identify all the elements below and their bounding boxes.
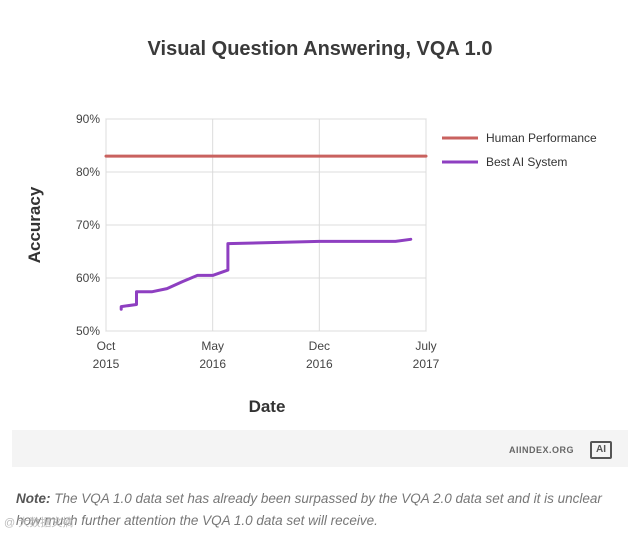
x-tick-label: Dec [309, 339, 330, 353]
x-tick-year-label: 2016 [306, 357, 333, 371]
x-tick-label: Oct [97, 339, 116, 353]
watermark-text: @ 大数据文摘 [4, 517, 74, 529]
y-axis-title: Accuracy [25, 186, 44, 263]
x-tick-year-label: 2015 [93, 357, 120, 371]
x-tick-year-label: 2016 [199, 357, 226, 371]
grid-layer [105, 118, 427, 332]
line-chart: 50% 60% 70% 80% 90% Oct 2015 May 2016 Dec 2016 July… [25, 112, 597, 416]
legend-label: Human Performance [486, 131, 597, 145]
note-label: Note: [16, 491, 51, 506]
y-tick-label: 90% [76, 112, 100, 126]
aiindex-logo: AI [590, 441, 612, 459]
note-text: The VQA 1.0 data set has already been su… [16, 491, 602, 528]
legend: Human Performance Best AI System [442, 131, 597, 169]
y-tick-label: 70% [76, 218, 100, 232]
plot-panel: Visual Question Answering, VQA 1.0 50% 60… [12, 12, 628, 430]
y-tick-label: 80% [76, 165, 100, 179]
y-tick-label: 60% [76, 271, 100, 285]
x-axis-title: Date [249, 397, 286, 416]
footnote: Note: The VQA 1.0 data set has already b… [16, 488, 616, 532]
y-tick-label: 50% [76, 324, 100, 338]
x-tick-year-label: 2017 [413, 357, 440, 371]
tick-layer: 50% 60% 70% 80% 90% Oct 2015 May 2016 Dec 2016 July… [76, 112, 440, 371]
source-text: AIINDEX.ORG [508, 445, 574, 455]
chart-title: Visual Question Answering, VQA 1.0 [147, 38, 493, 60]
series-layer [104, 154, 428, 311]
chart-card: Visual Question Answering, VQA 1.0 50% 60… [12, 12, 628, 467]
x-tick-label: July [415, 339, 436, 353]
x-tick-label: May [201, 339, 224, 353]
series-line-best-ai-system [119, 237, 413, 311]
legend-label: Best AI System [486, 155, 567, 169]
